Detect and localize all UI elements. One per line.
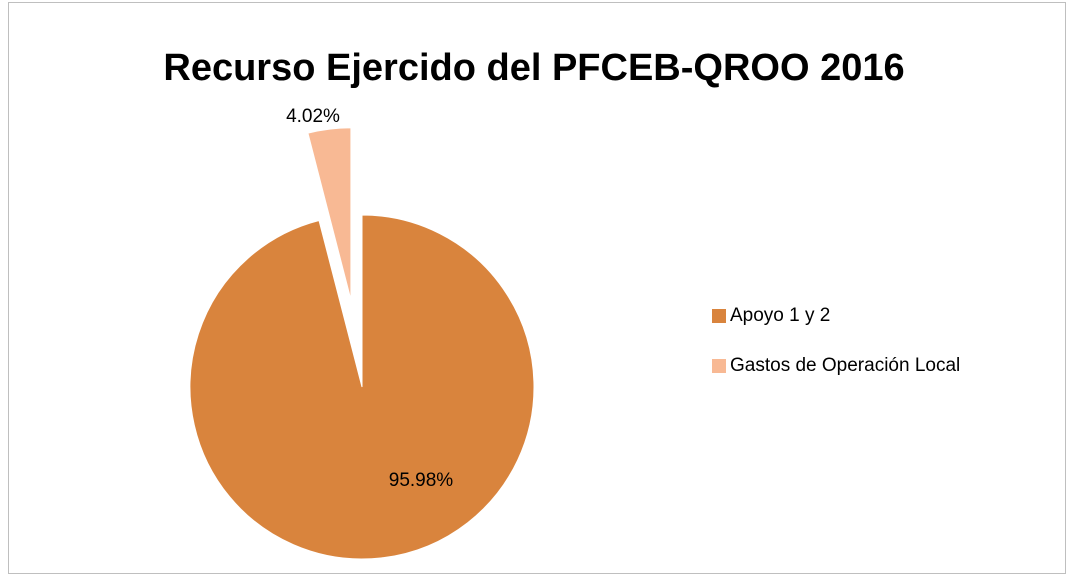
chart-title: Recurso Ejercido del PFCEB-QROO 2016 [163, 47, 904, 89]
legend-label: Gastos de Operación Local [730, 355, 960, 376]
legend-swatch [712, 359, 726, 373]
data-label: 95.98% [389, 470, 454, 491]
pie-slice [189, 214, 535, 560]
data-label: 4.02% [286, 106, 340, 127]
chart-frame [8, 2, 1066, 574]
legend-label: Apoyo 1 y 2 [730, 305, 830, 326]
pie-slice [307, 127, 352, 300]
legend-swatch [712, 309, 726, 323]
